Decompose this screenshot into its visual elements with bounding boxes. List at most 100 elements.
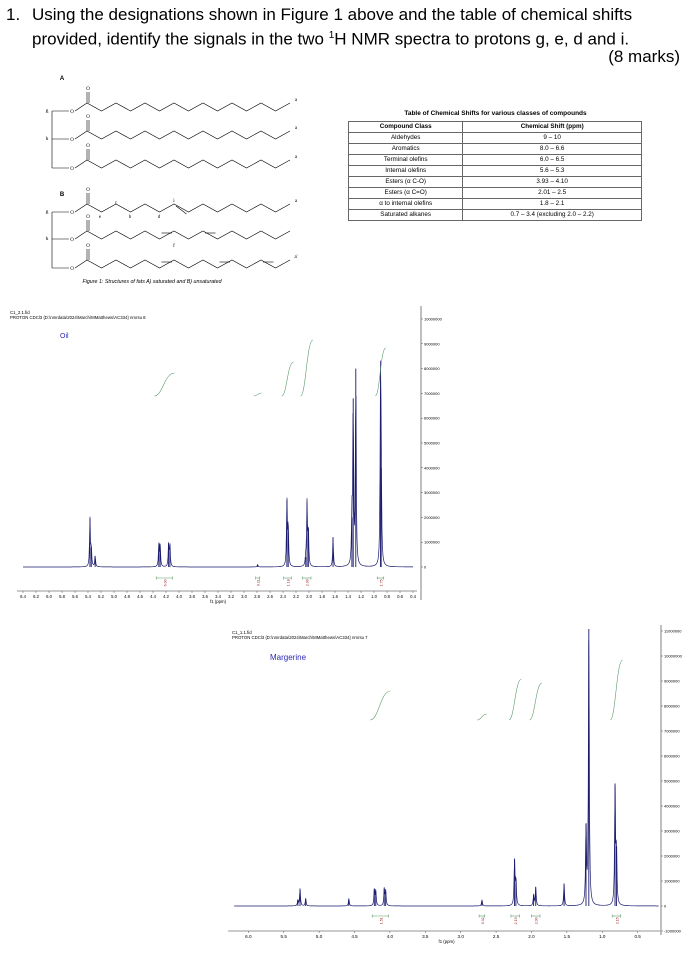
x-tick-label: 2.6 (267, 594, 273, 599)
x-tick-label: 5.8 (59, 594, 65, 599)
y-tick-label: 8000000 (664, 704, 680, 709)
y-tick-label: 4000000 (664, 804, 680, 809)
x-tick-label: 0.8 (384, 594, 390, 599)
x-tick-label: 4.6 (137, 594, 143, 599)
y-tick-label: 9000000 (664, 679, 680, 684)
y-tick-label: 5000000 (664, 779, 680, 784)
x-tick-label: 4.0 (387, 934, 394, 939)
x-tick-label: 6.0 (245, 934, 252, 939)
integral-curve (281, 361, 294, 397)
spectrum-line (23, 360, 413, 568)
table-row: α to internal olefins 1.8 – 2.1 (347, 198, 642, 210)
integral-curve (529, 682, 543, 721)
x-tick-label: 1.0 (599, 934, 606, 939)
x-tick-label: 1.4 (345, 594, 351, 599)
x-tick-label: 4.5 (351, 934, 358, 939)
x-tick-label: 3.4 (215, 594, 221, 599)
y-tick-label: 2000000 (664, 854, 680, 859)
integral-value: 6.00 (163, 579, 167, 586)
x-tick-label: 2.0 (306, 594, 312, 599)
y-tick-label: 7000000 (664, 729, 680, 734)
question-marks: (8 marks) (608, 47, 680, 66)
x-tick-label: 5.0 (316, 934, 323, 939)
integral-curve (154, 372, 175, 397)
x-tick-label: 2.5 (493, 934, 500, 939)
x-tick-label: 6.4 (20, 594, 26, 599)
x-tick-label: 5.6 (72, 594, 78, 599)
x-tick-label: 5.5 (281, 934, 288, 939)
integral-curve (477, 713, 487, 721)
x-tick-label: 0.4 (410, 594, 416, 599)
integral-value: 1.75 (380, 579, 384, 586)
x-tick-label: 4.2 (163, 594, 169, 599)
integral-curve (508, 678, 522, 721)
integral-value: 0.32 (481, 917, 485, 924)
table-row: Aldehydes 9 – 10 (347, 132, 642, 144)
compound-class-cell: Saturated alkanes (347, 209, 464, 221)
spectrum-title: Margerine (270, 653, 307, 662)
integral-value: 2.00 (306, 579, 310, 586)
x-tick-label: 3.5 (422, 934, 429, 939)
y-tick-label: 6000000 (664, 754, 680, 759)
chemical-shift-table: Compound Class Chemical Shift (ppm) Alde… (347, 121, 642, 221)
integral-value: 1.18 (287, 579, 291, 586)
x-tick-label: 2.0 (528, 934, 535, 939)
x-tick-label: 2.8 (254, 594, 260, 599)
x-tick-label: 5.2 (98, 594, 104, 599)
x-tick-label: 3.6 (202, 594, 208, 599)
integral-curve (370, 690, 391, 721)
spectrum-line (234, 640, 659, 907)
x-tick-label: 4.0 (176, 594, 182, 599)
table-title: Table of Chemical Shifts for various cla… (404, 110, 587, 117)
x-tick-label: 2.2 (293, 594, 299, 599)
x-tick-label: 1.2 (358, 594, 364, 599)
integral-curve (609, 659, 623, 721)
y-tick-label: 0 (424, 565, 427, 570)
y-tick-label: 6000000 (424, 416, 440, 421)
integral-value: 1.51 (379, 917, 383, 924)
x-tick-label: 4.4 (150, 594, 156, 599)
x-tick-label: 5.0 (111, 594, 117, 599)
integral-value: 0.11 (257, 579, 261, 586)
integral-value: 3.15 (615, 917, 619, 924)
y-tick-label: 7000000 (424, 391, 440, 396)
question-number: 1. (6, 5, 21, 24)
x-tick-label: 0.5 (634, 934, 641, 939)
question-text: Using the designations shown in Figure 1… (32, 5, 633, 49)
chemical-shift-cell: 0.7 – 3.4 (excluding 2.0 – 2.2) (462, 209, 642, 221)
y-tick-label: 0 (664, 904, 667, 909)
table-row: Esters (α C-O) 3.93 – 4.10 (347, 176, 642, 188)
x-tick-label: 3.0 (458, 934, 465, 939)
spectrum-title: Oil (60, 333, 69, 340)
integral-value: 2.19 (514, 917, 518, 924)
integral-value: 2.00 (535, 917, 539, 924)
x-tick-label: 0.6 (397, 594, 403, 599)
x-axis-label: f1 (ppm) (439, 939, 456, 944)
x-tick-label: 3.8 (189, 594, 195, 599)
y-tick-label: 10000000 (424, 317, 443, 322)
x-tick-label: 3.0 (241, 594, 247, 599)
y-tick-label: 5000000 (424, 441, 440, 446)
x-tick-label: 1.8 (319, 594, 325, 599)
y-tick-label: 2000000 (424, 515, 440, 520)
table-row: Terminal olefins 6.0 – 6.5 (347, 154, 642, 166)
y-tick-label: 11000000 (664, 629, 682, 634)
x-tick-label: 6.2 (33, 594, 39, 599)
spectrum-file-name: C1_1.1.fid (232, 630, 252, 635)
x-tick-label: 1.5 (564, 934, 571, 939)
integral-curve (300, 339, 314, 397)
y-tick-label: 10000000 (664, 654, 683, 659)
x-axis-label: f1 (ppm) (210, 599, 227, 604)
x-tick-label: 2.4 (280, 594, 286, 599)
x-tick-label: 1.6 (332, 594, 338, 599)
integral-curve (253, 392, 262, 397)
x-tick-label: 3.2 (228, 594, 234, 599)
integral-curve (374, 347, 387, 397)
spectrum-acquisition-info: PROTON CDCl3 {D:\nmrdata\2024\March\MMat… (10, 315, 146, 320)
table-row: Saturated alkanes 0.7 – 3.4 (excluding 2.… (347, 209, 642, 221)
y-tick-label: 9000000 (424, 341, 440, 346)
y-tick-label: 1000000 (664, 879, 680, 884)
y-tick-label: 4000000 (424, 465, 440, 470)
spectrum-file-name: C1_2.1.fid (10, 310, 30, 315)
